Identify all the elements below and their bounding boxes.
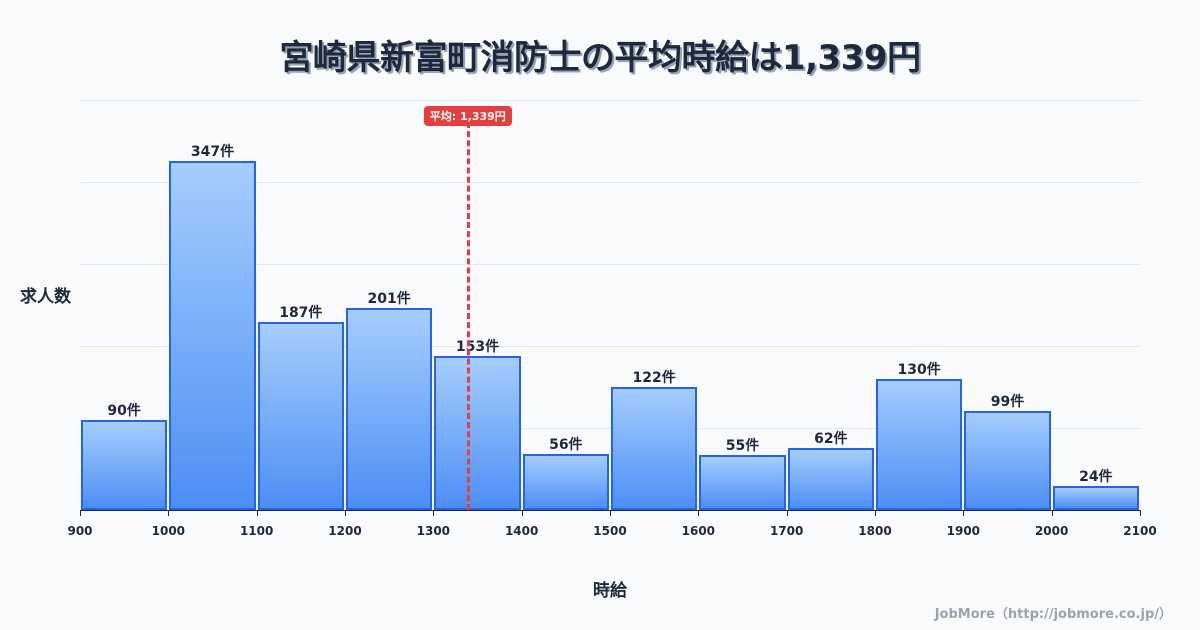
x-tick-label: 1300	[416, 524, 451, 538]
gridline	[80, 346, 1140, 347]
bar-value-label: 187件	[279, 305, 323, 322]
x-tick	[256, 510, 258, 516]
x-tick	[168, 510, 170, 516]
histogram-bar	[964, 410, 1051, 510]
x-tick-label: 900	[67, 524, 93, 538]
x-tick	[610, 510, 611, 516]
histogram-bar	[434, 356, 521, 510]
bar-value-label: 347件	[190, 144, 235, 161]
bar-value-label: 99件	[990, 393, 1025, 410]
source-credit: JobMore（http://jobmore.co.jp/）	[934, 607, 1172, 622]
gridline	[80, 264, 1140, 265]
x-tick-label: 1600	[681, 524, 716, 538]
x-axis-label: 時給	[593, 581, 627, 601]
x-tick-label: 2000	[1034, 524, 1069, 538]
x-tick	[521, 510, 523, 516]
x-tick	[786, 510, 788, 516]
gridline	[80, 428, 1140, 429]
histogram-bar	[522, 453, 609, 510]
x-tick-label: 1100	[239, 524, 274, 538]
histogram-bar	[787, 447, 874, 510]
x-tick-label: 2100	[1123, 524, 1157, 538]
histogram-bar	[81, 419, 168, 510]
bar-value-label: 153件	[455, 339, 500, 356]
histogram-bar	[876, 379, 963, 510]
x-tick-label: 1700	[769, 524, 804, 538]
bar-value-label: 56件	[549, 436, 583, 453]
bar-value-label: 201件	[367, 291, 411, 307]
average-badge: 平均: 1,339円	[423, 106, 512, 126]
gridline	[80, 100, 1140, 101]
x-tick	[963, 510, 965, 516]
bar-value-label: 90件	[107, 402, 141, 419]
average-line	[466, 122, 470, 510]
x-tick-label: 1400	[504, 524, 539, 538]
bar-value-label: 55件	[725, 437, 760, 454]
x-tick	[875, 510, 876, 516]
x-tick-label: 1200	[328, 524, 362, 538]
x-tick-label: 1000	[151, 524, 186, 538]
bar-value-label: 130件	[897, 362, 941, 379]
x-tick	[433, 510, 435, 516]
x-tick-label: 1800	[858, 524, 892, 538]
x-tick-label: 1900	[946, 524, 981, 538]
histogram-bar	[346, 308, 433, 510]
histogram-bar	[1052, 485, 1139, 510]
bar-value-label: 62件	[814, 430, 848, 447]
x-tick	[1140, 510, 1141, 516]
y-axis-label: 求人数	[20, 287, 71, 307]
histogram-bar	[257, 322, 344, 510]
gridline	[80, 182, 1140, 183]
chart-title: 宮崎県新富町消防士の平均時給は1,339円	[279, 38, 921, 78]
x-tick	[1051, 510, 1053, 516]
x-tick-label: 1500	[593, 524, 627, 538]
plot-area: 90件 347件 187件 201件 153件 56件 122件 55件 62件 130件 99件 2…	[80, 100, 1140, 510]
bar-value-label: 122件	[632, 370, 676, 387]
histogram-bar	[611, 387, 698, 510]
histogram-bar	[169, 161, 256, 510]
bar-value-label: 24件	[1079, 468, 1113, 485]
x-tick	[80, 510, 81, 516]
histogram-bar	[699, 454, 786, 510]
x-tick	[698, 510, 700, 516]
x-tick	[345, 510, 346, 516]
